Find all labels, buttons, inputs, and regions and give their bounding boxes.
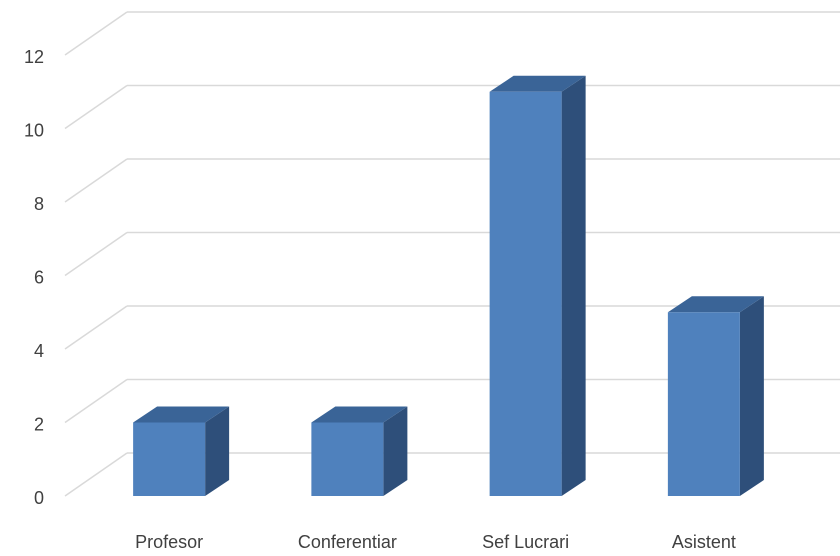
x-tick-label: Asistent [672, 532, 736, 551]
y-axis-tick-labels: 0 2 4 6 8 10 12 [24, 47, 44, 508]
bar-front-face [667, 312, 740, 496]
bar-side-face [561, 75, 586, 496]
y-tick-label: 8 [34, 194, 44, 214]
bar-side-face [205, 406, 230, 496]
bar-top-face [489, 75, 586, 92]
y-tick-label: 10 [24, 121, 44, 141]
x-axis-tick-labels: Profesor Conferentiar Sef Lucrari Asistent [135, 532, 736, 552]
bar-front-face [133, 422, 206, 496]
y-tick-label: 0 [34, 488, 44, 508]
bar-sef-lucrari [489, 75, 586, 496]
bar-front-face [489, 91, 562, 496]
bar-top-face [667, 296, 764, 313]
bar-profesor [133, 406, 230, 496]
y-tick-label: 4 [34, 341, 44, 361]
bar-side-face [383, 406, 408, 496]
bar-top-face [133, 406, 230, 423]
bar-conferentiar [311, 406, 408, 496]
bar-top-face [311, 406, 408, 423]
x-tick-label: Sef Lucrari [482, 532, 569, 551]
gridlines [64, 11, 840, 497]
gridline-depth-6 [64, 231, 128, 277]
gridline-depth-2 [64, 378, 128, 424]
gridline-depth-12 [64, 11, 128, 56]
x-tick-label: Conferentiar [298, 532, 397, 551]
gridline-depth-8 [64, 158, 128, 203]
y-tick-label: 2 [34, 415, 44, 435]
y-tick-label: 6 [34, 268, 44, 288]
gridline-depth-4 [64, 305, 128, 350]
gridline-depth-0 [64, 452, 128, 497]
bar-front-face [311, 422, 384, 496]
y-tick-label: 12 [24, 47, 44, 67]
gridline-depth-10 [64, 84, 128, 130]
bar-asistent [667, 296, 764, 496]
bar-side-face [739, 296, 764, 496]
bars [133, 75, 764, 496]
x-tick-label: Profesor [135, 532, 203, 551]
